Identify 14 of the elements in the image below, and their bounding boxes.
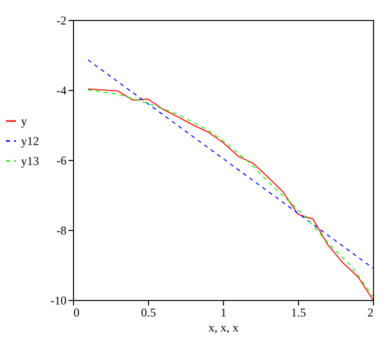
y-tick-label: -8: [56, 224, 66, 238]
x-tick-label: 0: [74, 306, 80, 320]
y-tick-label: -10: [50, 294, 66, 308]
x-tick-label: 0.5: [141, 306, 156, 320]
x-tick-label: 1: [220, 306, 226, 320]
y-tick-label: -6: [56, 154, 66, 168]
y-tick-label: -4: [56, 84, 66, 98]
x-tick-label: 2: [368, 306, 374, 320]
x-axis-title: x, x, x: [208, 320, 238, 334]
legend-label: y13: [21, 154, 39, 168]
legend-label: y: [21, 114, 27, 128]
legend-label: y12: [21, 134, 39, 148]
y-tick-label: -2: [56, 14, 66, 28]
x-tick-label: 1.5: [291, 306, 306, 320]
